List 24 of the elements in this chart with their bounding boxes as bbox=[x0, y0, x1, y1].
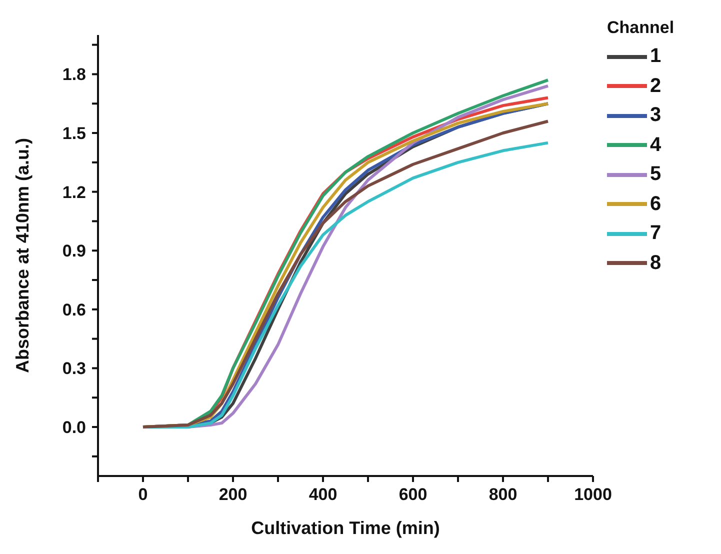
x-tick-label: 800 bbox=[488, 485, 518, 504]
x-tick-label: 1000 bbox=[574, 485, 612, 504]
y-tick-label: 0.9 bbox=[62, 242, 86, 261]
x-tick-label: 600 bbox=[398, 485, 428, 504]
legend-label: 8 bbox=[650, 252, 662, 275]
y-tick-label: 1.2 bbox=[62, 182, 86, 202]
y-tick-label: 1.5 bbox=[62, 124, 86, 143]
y-tick-label: 0.6 bbox=[62, 300, 86, 320]
legend-label: 5 bbox=[650, 163, 662, 186]
x-axis-title: Cultivation Time (min) bbox=[251, 518, 440, 538]
x-tick-label: 0 bbox=[138, 485, 148, 504]
legend-label: 1 bbox=[650, 45, 662, 68]
legend-label: 7 bbox=[650, 222, 662, 246]
legend-title: Channel bbox=[607, 18, 676, 38]
legend-label: 3 bbox=[650, 104, 662, 128]
x-tick-label: 400 bbox=[308, 485, 338, 504]
x-tick-label: 200 bbox=[218, 485, 248, 504]
y-tick-label: 0.3 bbox=[62, 359, 86, 378]
legend-label: 6 bbox=[650, 192, 662, 216]
y-tick-label: 0.0 bbox=[62, 418, 86, 437]
legend-label: 4 bbox=[650, 134, 662, 157]
y-tick-label: 1.8 bbox=[62, 65, 86, 84]
legend-label: 2 bbox=[650, 74, 662, 98]
y-axis-title: Absorbance at 410nm (a.u.) bbox=[12, 138, 32, 374]
